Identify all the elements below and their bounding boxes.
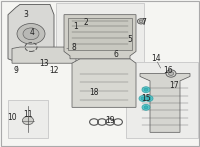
Text: 17: 17: [169, 81, 179, 90]
Polygon shape: [12, 47, 76, 63]
Text: 13: 13: [39, 59, 49, 68]
Circle shape: [139, 20, 143, 23]
FancyBboxPatch shape: [126, 62, 198, 138]
Circle shape: [147, 97, 151, 100]
Circle shape: [23, 28, 39, 40]
Circle shape: [168, 72, 174, 75]
Circle shape: [142, 104, 150, 110]
Circle shape: [17, 24, 45, 44]
Text: 19: 19: [105, 116, 115, 125]
Circle shape: [78, 20, 82, 23]
Text: 18: 18: [89, 88, 99, 97]
Text: 14: 14: [151, 54, 161, 63]
Text: 9: 9: [14, 66, 18, 75]
FancyBboxPatch shape: [8, 100, 48, 138]
Polygon shape: [68, 18, 132, 50]
FancyBboxPatch shape: [56, 3, 144, 62]
Text: 1: 1: [74, 22, 78, 31]
Circle shape: [144, 106, 148, 109]
Circle shape: [22, 116, 34, 125]
Text: 2: 2: [84, 17, 88, 27]
Text: 4: 4: [30, 28, 34, 37]
Text: 6: 6: [114, 50, 118, 59]
Text: 12: 12: [49, 66, 59, 75]
Text: 5: 5: [128, 35, 132, 44]
Circle shape: [166, 70, 176, 77]
Polygon shape: [140, 74, 190, 132]
Circle shape: [145, 96, 153, 101]
Polygon shape: [8, 4, 54, 62]
Circle shape: [144, 88, 148, 91]
Text: 7: 7: [142, 17, 146, 27]
Polygon shape: [64, 15, 136, 59]
Text: 11: 11: [23, 110, 33, 119]
Text: 10: 10: [7, 113, 17, 122]
Text: 15: 15: [141, 94, 151, 103]
Text: 16: 16: [163, 66, 173, 75]
Text: 3: 3: [24, 10, 28, 19]
Polygon shape: [72, 59, 136, 107]
Circle shape: [139, 96, 147, 101]
Circle shape: [75, 18, 85, 25]
Circle shape: [141, 97, 145, 100]
Circle shape: [137, 19, 145, 24]
Circle shape: [142, 87, 150, 93]
Text: 8: 8: [72, 42, 76, 52]
